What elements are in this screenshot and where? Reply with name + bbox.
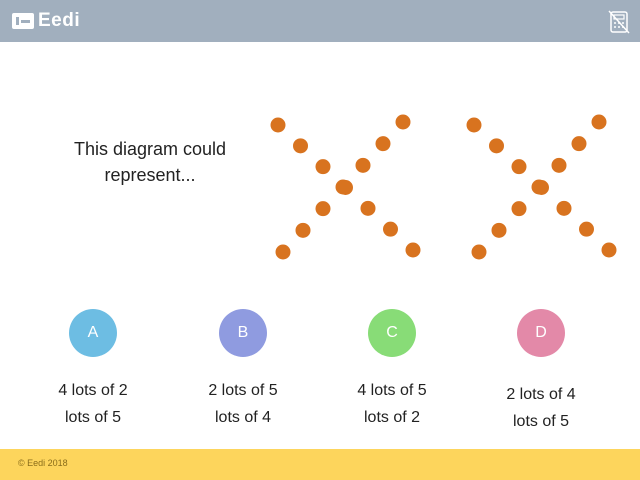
dot <box>275 244 291 260</box>
option-c[interactable]: C 4 lots of 5 lots of 2 <box>322 309 462 431</box>
dot <box>405 242 421 258</box>
dot <box>383 221 398 237</box>
dot <box>335 179 351 195</box>
dot <box>511 159 527 175</box>
option-a-letter[interactable]: A <box>69 309 117 357</box>
option-c-letter[interactable]: C <box>368 309 416 357</box>
eedi-logo[interactable]: Eedi <box>12 10 80 32</box>
dot <box>489 138 504 154</box>
dot <box>571 136 587 152</box>
dot <box>355 157 371 173</box>
option-c-line1: 4 lots of 5 <box>357 382 427 399</box>
option-d-text: 2 lots of 4 lots of 5 <box>471 381 611 435</box>
dot-cross-diagram <box>270 114 617 260</box>
option-a-line2: lots of 5 <box>64 409 122 426</box>
dot-cross-2 <box>466 114 617 260</box>
option-c-text: 4 lots of 5 lots of 2 <box>322 377 462 431</box>
dot <box>395 114 411 130</box>
option-b-text: 2 lots of 5 lots of 4 <box>173 377 313 431</box>
dot <box>315 159 331 175</box>
dot <box>471 244 487 260</box>
copyright-text: © Eedi 2018 <box>18 458 68 468</box>
option-b-letter[interactable]: B <box>219 309 267 357</box>
dot <box>293 138 308 154</box>
dot <box>375 136 391 152</box>
option-b[interactable]: B 2 lots of 5 lots of 4 <box>173 309 313 431</box>
calculator-disabled-icon[interactable] <box>608 10 630 34</box>
option-d[interactable]: D 2 lots of 4 lots of 5 <box>471 309 611 435</box>
option-a-line1: 4 lots of 2 <box>58 382 128 399</box>
option-d-line2: lots of 5 <box>512 413 570 430</box>
option-d-letter[interactable]: D <box>517 309 565 357</box>
dot <box>511 201 527 217</box>
option-c-line2: lots of 2 <box>363 409 421 426</box>
dot <box>491 222 507 238</box>
question-text: This diagram could represent... <box>73 139 227 185</box>
dot <box>601 242 617 258</box>
header-bar: Eedi <box>0 0 640 42</box>
dot <box>579 221 594 237</box>
brand-name: Eedi <box>38 10 81 31</box>
option-a[interactable]: A 4 lots of 2 lots of 5 <box>23 309 163 431</box>
dot <box>531 179 547 195</box>
dot <box>551 157 567 173</box>
option-a-text: 4 lots of 2 lots of 5 <box>23 377 163 431</box>
dot-cross-1 <box>270 114 421 260</box>
dot <box>556 200 572 216</box>
eedi-logo-icon <box>12 13 34 29</box>
dot <box>466 117 482 133</box>
option-b-line1: 2 lots of 5 <box>208 382 278 399</box>
dot <box>270 117 286 133</box>
dot <box>360 200 376 216</box>
option-d-line1: 2 lots of 4 <box>506 386 576 403</box>
dot <box>591 114 607 130</box>
footer-bar: © Eedi 2018 <box>0 449 640 480</box>
option-b-line2: lots of 4 <box>214 409 272 426</box>
dot <box>295 222 311 238</box>
dot <box>315 201 331 217</box>
